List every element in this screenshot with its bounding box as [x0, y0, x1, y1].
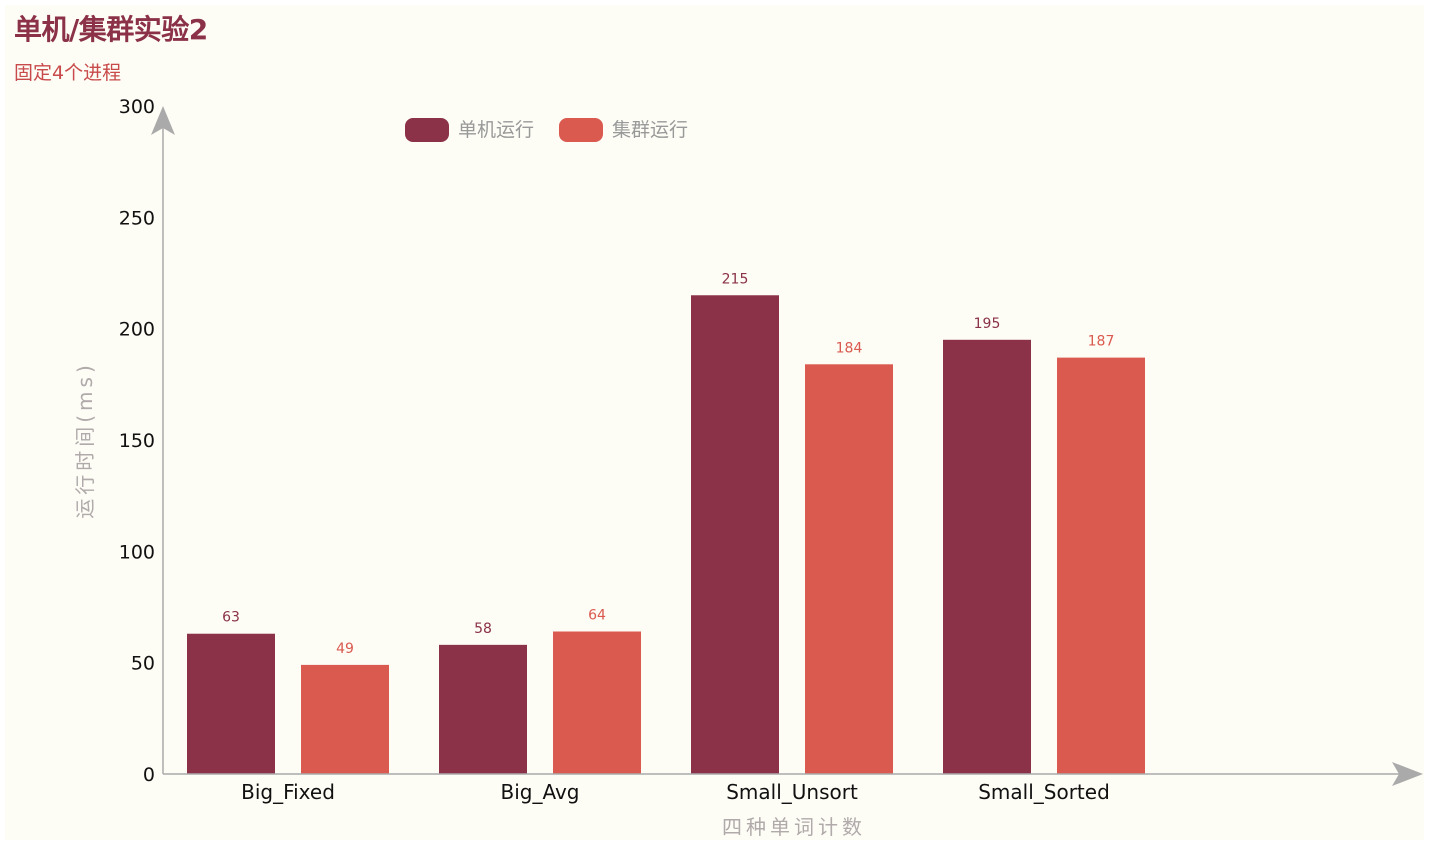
bar-value-label: 49 [336, 641, 354, 657]
bar-small-sorted-series-2[interactable] [1057, 357, 1145, 774]
legend-label[interactable]: 单机运行 [458, 119, 534, 141]
y-axis-ticks: 0 50 100 150 200 250 300 [119, 96, 155, 786]
bar-value-label: 63 [222, 610, 240, 626]
y-tick-label: 300 [119, 96, 155, 118]
bar-big-fixed-series-2[interactable] [301, 664, 389, 774]
y-tick-label: 0 [143, 764, 155, 786]
data-labels: 63 49 58 64 215 184 195 187 [222, 271, 1114, 657]
x-axis-arrow-icon [1392, 762, 1423, 786]
legend-swatch[interactable] [405, 118, 449, 142]
bar-value-label: 215 [722, 271, 749, 287]
x-category-label: Big_Fixed [241, 780, 335, 804]
bar-value-label: 187 [1088, 334, 1115, 350]
bar-value-label: 195 [974, 316, 1001, 332]
legend-swatch[interactable] [559, 118, 603, 142]
x-category-label: Small_Unsort [726, 780, 858, 804]
bar-small-sorted-series-1[interactable] [943, 339, 1031, 774]
legend: 单机运行 集群运行 [405, 118, 688, 142]
y-tick-label: 100 [119, 541, 155, 563]
bar-value-label: 184 [836, 340, 863, 356]
chart-subtitle: 固定4个进程 [14, 62, 122, 84]
bar-value-label: 58 [474, 621, 492, 637]
y-axis-arrow-icon [151, 106, 175, 135]
bar-small-unsort-series-2[interactable] [805, 364, 893, 774]
bar-big-avg-series-2[interactable] [553, 631, 641, 774]
y-tick-label: 250 [119, 207, 155, 229]
x-axis-categories: Big_Fixed Big_Avg Small_Unsort Small_Sorted [241, 780, 1110, 804]
y-tick-label: 150 [119, 430, 155, 452]
bar-value-label: 64 [588, 607, 606, 623]
legend-label[interactable]: 集群运行 [612, 119, 688, 141]
y-axis-title: 运行时间(ms) [73, 361, 97, 519]
x-category-label: Small_Sorted [978, 780, 1110, 804]
y-tick-label: 200 [119, 319, 155, 341]
y-tick-label: 50 [131, 653, 155, 675]
bars [187, 295, 1145, 774]
bar-small-unsort-series-1[interactable] [691, 295, 779, 774]
bar-big-avg-series-1[interactable] [439, 644, 527, 774]
bar-big-fixed-series-1[interactable] [187, 633, 275, 774]
x-axis-title: 四种单词计数 [722, 815, 866, 839]
chart-title: 单机/集群实验2 [14, 13, 208, 46]
x-category-label: Big_Avg [500, 780, 579, 804]
